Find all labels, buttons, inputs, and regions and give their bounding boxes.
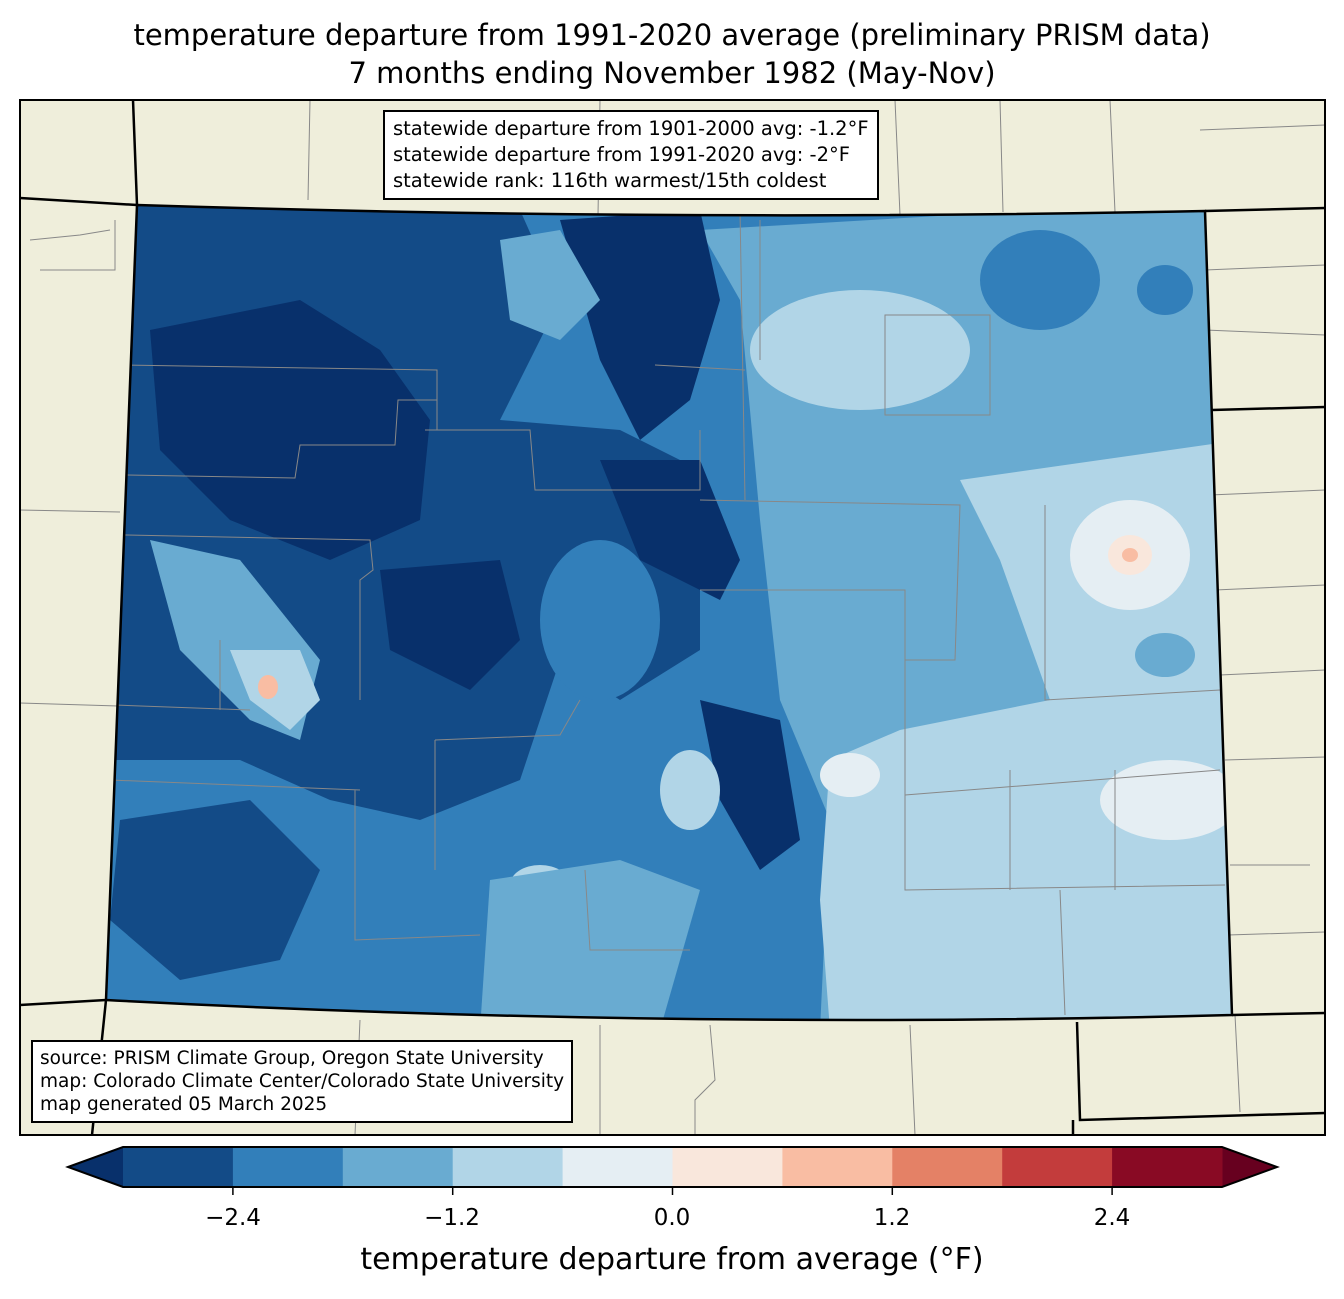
colorbar-bin [672, 1147, 783, 1187]
colorbar-bin [123, 1147, 234, 1187]
colorbar-bin [1002, 1147, 1113, 1187]
title-line-1: temperature departure from 1991-2020 ave… [133, 18, 1211, 52]
colorbar-bin [782, 1147, 893, 1187]
colorbar-extend-low [68, 1147, 123, 1187]
source-line-3: map generated 05 March 2025 [40, 1094, 328, 1115]
colorbar-tick-label: −2.4 [205, 1205, 261, 1231]
colorbar-label: temperature departure from average (°F) [360, 1242, 984, 1277]
colorbar-tick-label: 2.4 [1093, 1205, 1131, 1231]
statewide-stats-box: statewide departure from 1901-2000 avg: … [383, 110, 879, 200]
map-frame [19, 99, 1326, 1136]
source-line-2: map: Colorado Climate Center/Colorado St… [40, 1071, 565, 1092]
colorbar-bin [1112, 1147, 1223, 1187]
colorbar-bin [892, 1147, 1003, 1187]
colorbar-bin [562, 1147, 673, 1187]
stats-line-3: statewide rank: 116th warmest/15th colde… [393, 169, 827, 192]
stats-line-2: statewide departure from 1991-2020 avg: … [393, 143, 850, 166]
county-lines [109, 209, 1226, 1016]
temperature-contours [106, 205, 1232, 1020]
colorbar-extend-high [1222, 1147, 1277, 1187]
neighbor-state-county-lines [20, 100, 1325, 1135]
colorbar-tick-label: 1.2 [873, 1205, 911, 1231]
colorbar-bin [342, 1147, 454, 1187]
title-line-2: 7 months ending November 1982 (May-Nov) [348, 56, 996, 90]
colorbar-tick-label: 0.0 [653, 1205, 691, 1231]
colorado-border [104, 203, 1234, 1022]
colorbar-tick-label: −1.2 [424, 1205, 480, 1231]
source-box: source: PRISM Climate Group, Oregon Stat… [31, 1040, 574, 1123]
stats-line-1: statewide departure from 1901-2000 avg: … [393, 117, 869, 140]
colorbar-bin [452, 1147, 564, 1187]
colorbar-outline [65, 1146, 1280, 1188]
source-line-1: source: PRISM Climate Group, Oregon Stat… [40, 1048, 544, 1069]
colorbar [65, 1146, 1280, 1195]
colorbar-bin [232, 1147, 344, 1187]
